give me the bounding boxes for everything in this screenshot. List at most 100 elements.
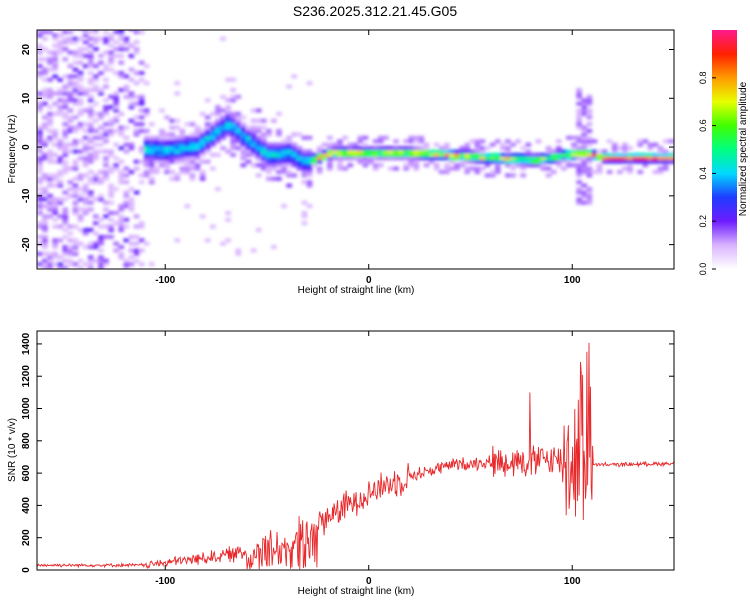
spectrogram-cell — [37, 207, 43, 212]
spectrogram-cell — [108, 105, 114, 110]
spectrogram-cell — [260, 159, 267, 164]
spectrogram-cell — [52, 101, 58, 106]
spectrogram-cell — [271, 159, 277, 164]
spectrogram-cell — [169, 156, 175, 161]
spectrogram-cell — [93, 156, 99, 161]
spectrogram-cell — [250, 108, 257, 113]
spectrogram-cell — [515, 163, 521, 168]
spectrogram-cell — [398, 152, 404, 157]
spectrogram-cell — [367, 149, 374, 154]
spectrogram-cell — [342, 152, 348, 157]
spectrogram-cell — [169, 139, 175, 144]
spectrogram-cell — [123, 193, 130, 198]
spectrogram-cell — [164, 166, 170, 171]
spectrogram-cell — [250, 248, 257, 253]
spectrogram-cell — [627, 146, 633, 151]
colorbar-tick-label: 0.6 — [698, 119, 708, 132]
spectrogram-cell — [225, 132, 231, 137]
spectrogram-cell — [179, 170, 186, 174]
spectrogram-cell — [306, 166, 313, 171]
spectrogram-cell — [67, 84, 74, 89]
spectrogram-cell — [42, 251, 48, 256]
spectrogram-cell — [87, 108, 94, 113]
spectrogram-y-tick-label: 0 — [21, 144, 32, 150]
spectrogram-cell — [576, 173, 582, 178]
spectrogram-cell — [108, 234, 114, 239]
spectrogram-cell — [225, 105, 231, 110]
spectrogram-cell — [47, 180, 53, 185]
spectrogram-cell — [255, 118, 262, 123]
spectrogram-cell — [327, 159, 333, 164]
spectrogram-cell — [98, 125, 104, 130]
spectrogram-cell — [357, 149, 364, 154]
spectrogram-cell — [408, 163, 415, 168]
spectrogram-cell — [37, 224, 43, 229]
spectrogram-cell — [581, 146, 588, 151]
spectrogram-cell — [93, 152, 99, 157]
spectrogram-cell — [52, 36, 58, 41]
spectrogram-cell — [321, 149, 328, 154]
spectrogram-cell — [337, 152, 343, 157]
spectrogram-cell — [133, 81, 140, 86]
spectrogram-cell — [47, 214, 53, 219]
spectrogram-cell — [77, 60, 84, 65]
spectrogram-cell — [154, 152, 160, 157]
spectrogram-cell — [67, 258, 74, 263]
spectrogram-cell — [586, 101, 593, 106]
spectrogram-cell — [52, 91, 58, 96]
spectrogram-cell — [52, 262, 58, 267]
spectrogram-cell — [469, 166, 476, 171]
spectrogram-cell — [138, 94, 145, 99]
spectrogram-cell — [138, 262, 145, 267]
spectrogram-cell — [37, 132, 43, 137]
spectrogram-cell — [306, 173, 313, 178]
spectrogram-cell — [123, 135, 130, 140]
spectrogram-cell — [118, 221, 125, 226]
spectrogram-cell — [52, 129, 58, 133]
spectrogram-cell — [194, 132, 201, 137]
spectrogram-cell — [87, 207, 94, 212]
spectrogram-cell — [266, 166, 272, 171]
spectrogram-cell — [515, 156, 521, 161]
spectrogram-cell — [540, 163, 547, 168]
spectrogram-cell — [103, 50, 109, 55]
spectrogram-cell — [164, 163, 170, 168]
spectrogram-cell — [52, 152, 58, 157]
spectrogram-cell — [210, 135, 216, 140]
spectrogram-cell — [77, 71, 84, 75]
spectrogram-cell — [72, 129, 79, 133]
spectrogram-cell — [77, 98, 84, 103]
spectrogram-cell — [57, 111, 64, 116]
spectrogram-cell — [250, 146, 257, 151]
spectrogram-cell — [72, 159, 79, 164]
spectrogram-cell — [596, 170, 603, 174]
spectrogram-cell — [210, 166, 216, 171]
spectrogram-cell — [510, 173, 516, 178]
spectrogram-cell — [489, 152, 496, 157]
spectrogram-cell — [291, 152, 298, 157]
spectrogram-cell — [179, 132, 186, 137]
spectrogram-cell — [37, 50, 43, 55]
spectrogram-cell — [98, 217, 104, 222]
spectrogram-cell — [586, 115, 593, 120]
spectrogram-cell — [220, 241, 226, 246]
spectrogram-cell — [108, 217, 114, 222]
spectrogram-cell — [464, 152, 471, 157]
spectrogram-cell — [535, 159, 542, 164]
spectrogram-cell — [194, 166, 201, 171]
spectrogram-cell — [184, 163, 191, 168]
spectrogram-cell — [98, 60, 104, 65]
spectrogram-cell — [37, 57, 43, 62]
spectrogram-cell — [138, 159, 145, 164]
spectrogram-cell — [530, 163, 537, 168]
spectrogram-cell — [179, 166, 186, 171]
spectrogram-cell — [67, 166, 74, 171]
spectrogram-cell — [230, 111, 236, 116]
spectrogram-cell — [118, 33, 125, 38]
spectrogram-cell — [566, 156, 572, 161]
spectrogram-cell — [67, 91, 74, 96]
spectrogram-cell — [276, 156, 282, 161]
spectrogram-cell — [52, 207, 58, 212]
